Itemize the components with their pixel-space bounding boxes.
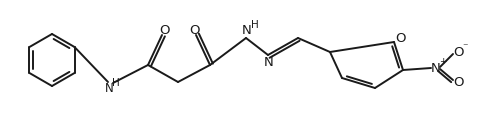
Text: O: O <box>453 76 463 88</box>
Text: N: N <box>242 23 252 36</box>
Text: H: H <box>112 78 120 88</box>
Text: O: O <box>453 46 463 59</box>
Text: O: O <box>395 32 405 44</box>
Text: H: H <box>251 20 259 30</box>
Text: O: O <box>189 23 199 36</box>
Text: N: N <box>264 55 274 69</box>
Text: N: N <box>105 82 113 95</box>
Text: ⁻: ⁻ <box>462 42 468 52</box>
Text: N: N <box>431 61 441 74</box>
Text: O: O <box>159 23 169 36</box>
Text: +: + <box>439 57 447 67</box>
